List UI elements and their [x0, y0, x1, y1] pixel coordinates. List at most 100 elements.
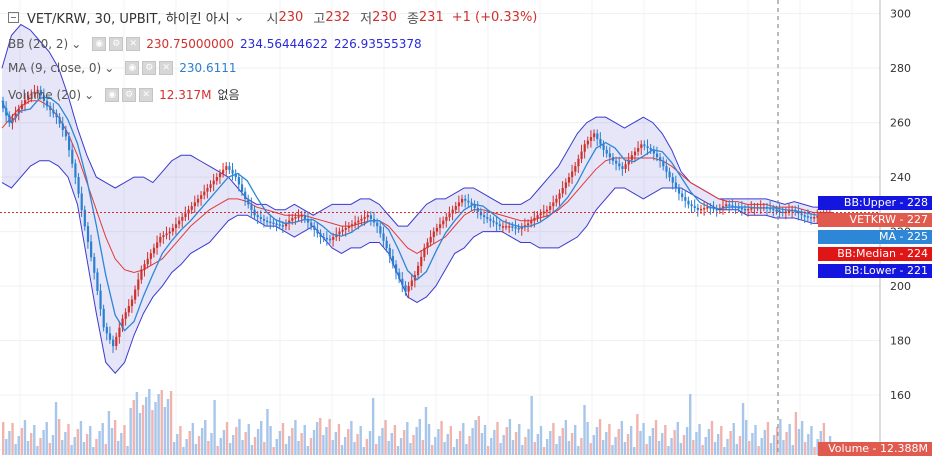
candle-body	[589, 137, 593, 141]
volume-bar	[589, 443, 592, 455]
price-tag: BB:Median - 224	[818, 247, 932, 261]
volume-bar	[33, 425, 36, 455]
candle-body	[152, 247, 156, 254]
candle-body	[215, 177, 218, 181]
symbol-title[interactable]: VET/KRW, 30, UPBIT, 하이킨 아시	[27, 12, 230, 27]
candle-body	[725, 204, 728, 207]
volume-bar	[48, 443, 52, 455]
candle-body	[772, 208, 775, 211]
candle-body	[454, 206, 457, 210]
candle-body	[533, 217, 536, 221]
open-label: 시	[266, 12, 279, 27]
volume-bar	[440, 421, 443, 455]
volume-bar	[633, 447, 636, 455]
collapse-icon[interactable]	[8, 12, 19, 23]
candle-body	[124, 312, 127, 319]
candle-body	[542, 211, 545, 214]
volume-bar	[664, 425, 667, 455]
candle-body	[564, 182, 567, 188]
volume-bar	[555, 444, 558, 455]
volume-bar	[471, 428, 474, 455]
candle-body	[696, 207, 700, 210]
volume-bar	[98, 431, 101, 455]
price-tag: MA - 225	[818, 230, 932, 244]
candle-body	[549, 206, 552, 210]
candle-body	[212, 180, 215, 185]
chevron-down-icon[interactable]: ⌄	[71, 37, 82, 51]
candle-body	[394, 264, 398, 273]
chevron-down-icon[interactable]: ⌄	[233, 10, 245, 25]
volume-bar	[409, 443, 412, 455]
volume-bar	[427, 424, 431, 455]
volume-bar	[595, 427, 599, 455]
volume-bar	[536, 434, 540, 455]
volume-bar	[182, 447, 185, 455]
close-icon[interactable]: ✕	[159, 61, 174, 75]
candle-body	[206, 187, 209, 192]
price-tag: BB:Upper - 228	[818, 196, 932, 210]
volume-bar	[462, 423, 465, 455]
candle-body	[750, 207, 753, 210]
volume-bar	[667, 446, 670, 455]
candle-body	[376, 222, 379, 227]
close-icon[interactable]: ✕	[139, 87, 154, 102]
volume-bar	[14, 444, 17, 455]
volume-bar	[64, 432, 67, 455]
volume-bar	[452, 447, 456, 455]
price-tag: BB:Lower - 221	[818, 264, 932, 278]
volume-bar	[36, 446, 39, 455]
close-icon[interactable]: ✕	[126, 37, 141, 51]
candle-body	[237, 177, 240, 185]
volume-bar	[629, 426, 633, 455]
volume-bar	[129, 408, 132, 455]
bb-title[interactable]: BB (20, 2)	[8, 37, 69, 51]
volume-bar	[144, 397, 148, 455]
candle-body	[558, 193, 561, 199]
volume-bar	[797, 429, 801, 455]
eye-icon[interactable]: ◉	[125, 61, 140, 75]
volume-bar	[20, 428, 24, 455]
volume-bar	[169, 391, 173, 455]
candle-body	[747, 208, 750, 211]
volume-bar	[222, 430, 226, 455]
candle-body	[24, 99, 27, 105]
y-tick-label: 260	[890, 117, 911, 130]
volume-bar	[430, 445, 434, 455]
volume-bar	[729, 431, 732, 455]
candle-body	[187, 209, 190, 214]
candle-body	[665, 166, 668, 172]
ma-title[interactable]: MA (9, close, 0)	[8, 61, 102, 75]
volume-bar	[89, 426, 92, 455]
volume-bar	[412, 435, 415, 455]
candle-body	[407, 285, 410, 292]
gear-icon[interactable]: ⚙	[109, 37, 124, 51]
volume-bar	[480, 433, 484, 455]
low-value: 230	[372, 10, 397, 25]
volume-bar	[123, 425, 126, 455]
gear-icon[interactable]: ⚙	[122, 87, 137, 102]
change-value: +1 (+0.33%)	[451, 10, 538, 25]
candle-body	[354, 222, 357, 225]
eye-icon[interactable]: ◉	[92, 37, 107, 51]
candle-body	[115, 336, 118, 347]
volume-bar	[213, 400, 216, 455]
gear-icon[interactable]: ⚙	[142, 61, 157, 75]
volume-bar	[583, 405, 586, 455]
volume-bar	[303, 425, 306, 455]
volume-bar	[614, 437, 617, 455]
chevron-down-icon[interactable]: ⌄	[104, 61, 115, 75]
candle-body	[146, 258, 149, 265]
volume-bar	[406, 422, 409, 455]
volume-bar	[648, 436, 651, 455]
candle-body	[190, 206, 193, 210]
volume-title[interactable]: Volume (20)	[8, 87, 82, 102]
candle-body	[769, 207, 772, 210]
candle-body	[360, 218, 363, 221]
candle-body	[137, 279, 140, 290]
volume-bar	[533, 442, 536, 455]
candle-body	[64, 129, 68, 137]
chevron-down-icon[interactable]: ⌄	[84, 87, 95, 102]
eye-icon[interactable]: ◉	[105, 87, 120, 102]
candle-body	[483, 215, 486, 218]
